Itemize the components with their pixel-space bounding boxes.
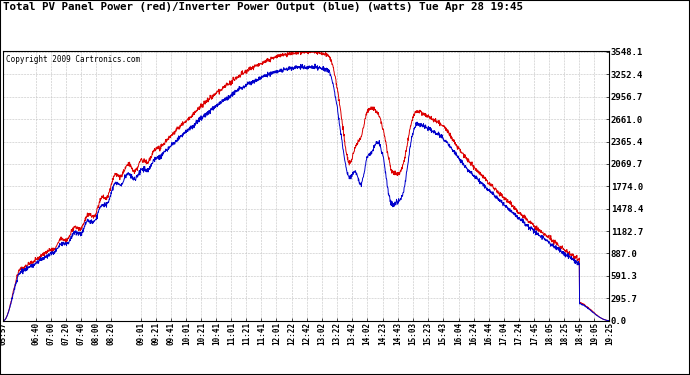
Text: Total PV Panel Power (red)/Inverter Power Output (blue) (watts) Tue Apr 28 19:45: Total PV Panel Power (red)/Inverter Powe… xyxy=(3,2,524,12)
Text: Copyright 2009 Cartronics.com: Copyright 2009 Cartronics.com xyxy=(6,55,141,64)
